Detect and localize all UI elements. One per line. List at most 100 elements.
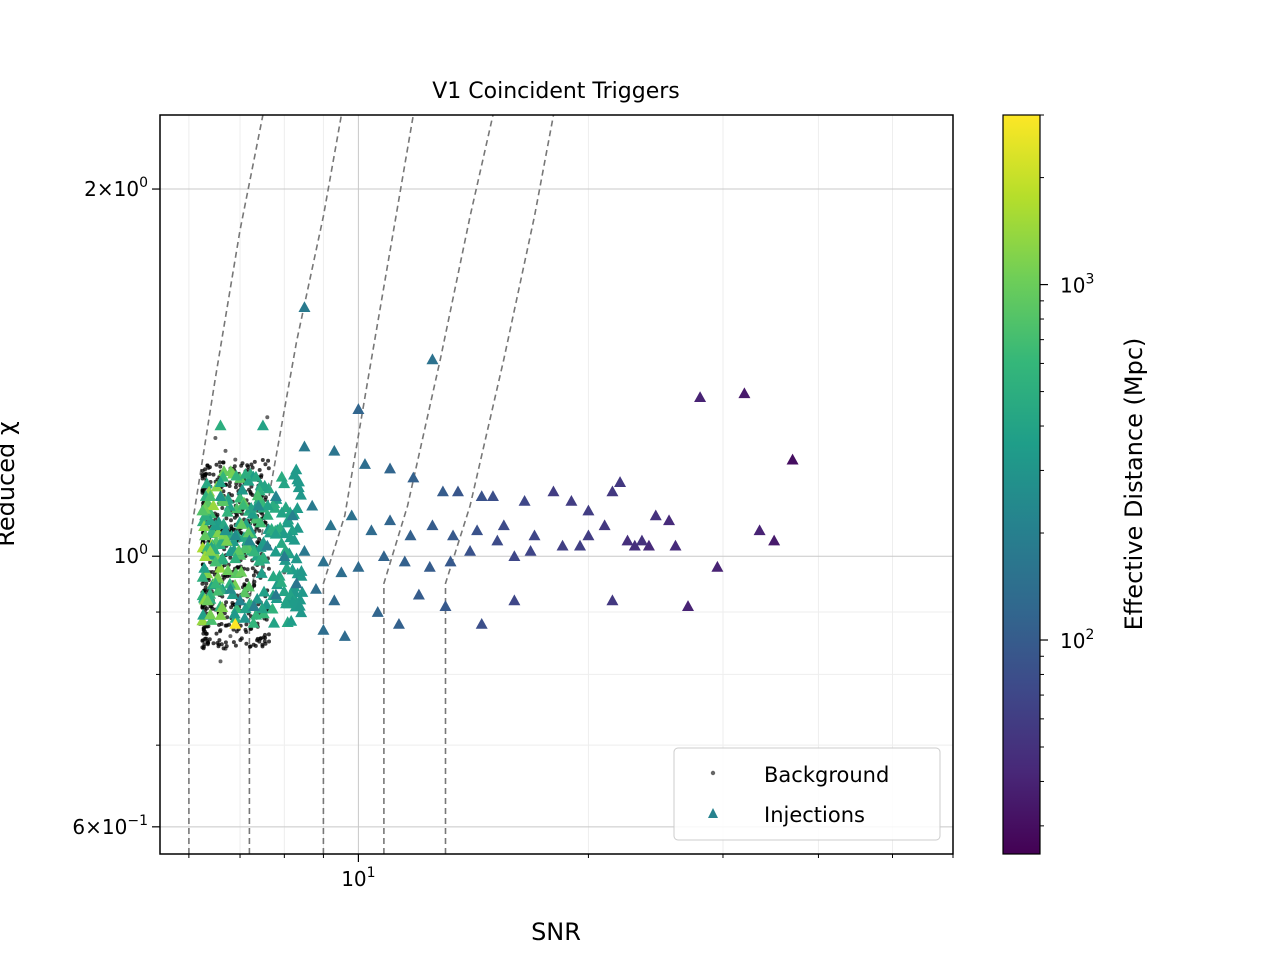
injection-point — [497, 519, 510, 531]
injection-point — [682, 600, 695, 611]
background-point — [229, 518, 233, 523]
injection-point — [217, 465, 230, 476]
background-point — [219, 622, 224, 626]
background-point — [228, 634, 233, 639]
injection-point — [269, 588, 282, 600]
background-point — [201, 628, 206, 633]
injection-point — [204, 490, 217, 501]
background-point — [225, 615, 230, 620]
background-point — [260, 458, 265, 462]
background-point — [200, 488, 205, 493]
injection-point — [768, 534, 781, 546]
injection-point — [205, 614, 218, 625]
injection-point — [258, 585, 271, 597]
injection-point — [242, 474, 255, 486]
injection-point — [565, 494, 578, 506]
injection-point — [253, 554, 266, 566]
background-point — [200, 638, 205, 643]
injection-point — [669, 539, 682, 551]
injection-point — [216, 601, 229, 613]
injection-point — [738, 387, 751, 399]
injection-point — [447, 529, 460, 541]
injection-point — [524, 544, 537, 556]
injection-point — [278, 550, 291, 562]
background-point — [207, 472, 212, 476]
colorbar-tick-label: 103 — [1060, 272, 1094, 298]
injection-point — [261, 508, 274, 520]
injection-point — [352, 403, 365, 414]
injection-point — [207, 499, 220, 511]
background-point — [211, 472, 216, 477]
background-point — [218, 628, 223, 632]
injection-point — [248, 545, 261, 557]
colorbar-tick-label: 102 — [1060, 627, 1094, 653]
injection-point — [204, 608, 217, 620]
background-point — [244, 641, 249, 646]
injection-point — [286, 524, 299, 536]
injection-point — [275, 576, 288, 587]
background-point — [244, 578, 249, 583]
injection-point — [243, 534, 256, 546]
injection-point — [649, 509, 662, 521]
injection-point — [298, 544, 311, 556]
injection-point — [214, 476, 227, 487]
background-point — [207, 637, 212, 642]
injection-point — [217, 518, 230, 529]
background-point — [210, 570, 215, 574]
background-point — [222, 611, 227, 616]
background-point — [215, 641, 220, 645]
injection-point — [292, 481, 305, 493]
injection-point — [471, 524, 484, 536]
injection-point — [254, 516, 267, 528]
injection-point — [621, 534, 634, 546]
injection-point — [295, 565, 308, 576]
injection-point — [290, 463, 303, 475]
legend-box — [673, 747, 941, 841]
background-point — [218, 659, 223, 664]
y-tick-label: 6×10−1 — [72, 813, 148, 839]
injection-point — [239, 467, 252, 479]
contour-line-4 — [383, 115, 494, 854]
injection-point — [251, 489, 264, 501]
injection-point — [204, 544, 217, 556]
background-point — [259, 473, 264, 478]
injection-point — [242, 526, 255, 538]
background-point — [233, 643, 238, 648]
y-axis-label: Reduced χ — [0, 421, 20, 547]
injection-point — [377, 550, 390, 562]
background-point — [252, 583, 257, 587]
injection-point — [281, 516, 294, 528]
injection-point — [352, 560, 365, 572]
injection-point — [198, 520, 211, 531]
background-point — [213, 517, 218, 522]
background-point — [235, 513, 239, 518]
injection-point — [298, 301, 311, 313]
background-point — [260, 511, 265, 516]
background-point — [234, 629, 239, 634]
background-point — [266, 466, 271, 471]
background-point — [227, 484, 232, 488]
background-point — [245, 567, 250, 572]
legend: Background Injections — [673, 747, 941, 841]
background-point — [249, 462, 254, 467]
background-point — [247, 644, 252, 649]
injection-point — [491, 534, 504, 546]
injection-point — [635, 534, 648, 546]
background-point — [223, 448, 228, 453]
injection-point — [444, 555, 457, 567]
injection-point — [547, 485, 560, 497]
injection-point — [412, 588, 425, 600]
background-point — [214, 631, 219, 636]
legend-injections-label: Injections — [764, 803, 865, 827]
background-point — [204, 581, 209, 586]
injection-point — [606, 485, 619, 497]
injection-point — [606, 594, 619, 606]
injection-point — [275, 537, 288, 548]
injection-point — [407, 471, 420, 483]
x-axis: 101 — [188, 854, 954, 891]
injection-point — [317, 555, 330, 567]
injection-point — [338, 630, 351, 641]
background-point — [263, 520, 268, 525]
injection-point — [518, 494, 531, 506]
injection-point — [279, 544, 292, 556]
